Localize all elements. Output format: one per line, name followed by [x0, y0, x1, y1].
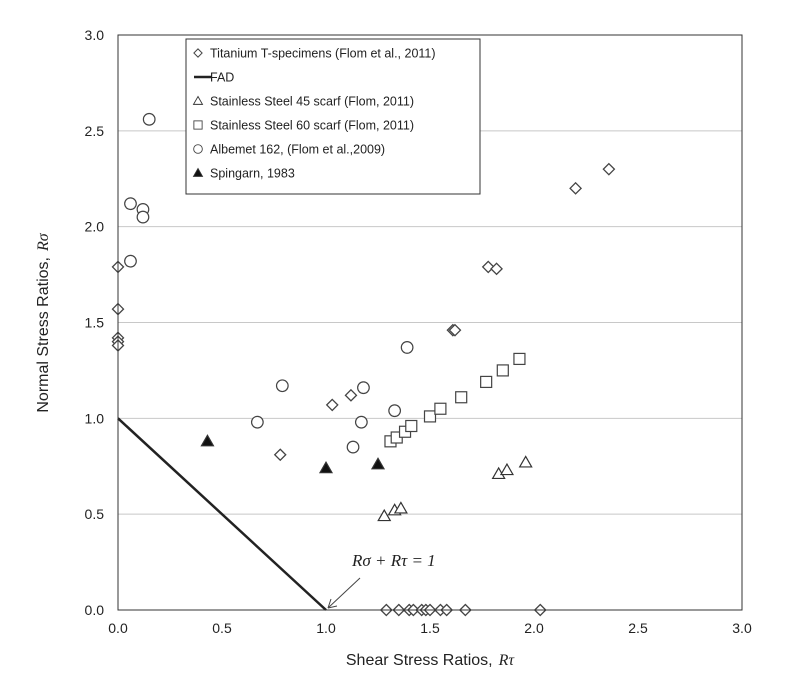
fad-line — [117, 417, 327, 611]
data-point-circle-open — [124, 254, 137, 268]
legend-item: FAD — [194, 71, 234, 85]
legend-item: Stainless Steel 45 scarf (Flom, 2011) — [192, 95, 414, 109]
series-square-open — [384, 352, 526, 448]
legend: Titanium T-specimens (Flom et al., 2011)… — [185, 38, 481, 195]
x-tick-label: 0.0 — [108, 620, 128, 636]
legend-marker-triangle-open — [192, 95, 204, 105]
legend-label: Stainless Steel 45 scarf (Flom, 2011) — [210, 95, 414, 109]
y-axis-label: Normal Stress Ratios, — [35, 257, 52, 413]
y-tick-labels: 0.0 0.5 1.0 1.5 2.0 2.5 3.0 — [85, 27, 105, 618]
data-point-circle-open — [354, 415, 368, 429]
data-point-circle-open — [142, 112, 156, 126]
data-point-diamond-open — [490, 262, 503, 276]
annotation-text: Rσ + Rτ = 1 — [351, 551, 436, 570]
x-tick-label: 2.5 — [628, 620, 648, 636]
data-point-square-open — [496, 364, 509, 377]
fad-layer — [117, 417, 327, 611]
legend-marker-triangle-filled — [192, 167, 204, 177]
legend-marker-square-open — [193, 120, 203, 130]
y-tick-label: 0.0 — [85, 602, 105, 618]
data-point-circle-open — [388, 404, 402, 418]
legend-item: Albemet 162, (Flom et al.,2009) — [193, 143, 385, 157]
legend-swatch — [193, 144, 203, 154]
legend-label: Spingarn, 1983 — [210, 167, 295, 181]
x-tick-label: 3.0 — [732, 620, 752, 636]
y-tick-label: 2.0 — [85, 219, 105, 235]
data-point-triangle-open — [499, 462, 514, 476]
data-point-diamond-open — [448, 323, 462, 337]
y-tick-label: 2.5 — [85, 123, 105, 139]
legend-swatch — [193, 120, 203, 130]
annotation-arrow-head — [327, 598, 338, 609]
x-tick-labels: 0.0 0.5 1.0 1.5 2.0 2.5 3.0 — [108, 620, 752, 636]
series-triangle-open — [377, 455, 533, 522]
series-triangle-filled — [200, 434, 386, 474]
data-point-triangle-open — [518, 455, 533, 468]
data-point-circle-open — [136, 210, 150, 224]
x-tick-label: 1.5 — [420, 620, 440, 636]
series-circle-open — [124, 112, 414, 454]
data-point-diamond-open — [273, 448, 287, 462]
data-point-diamond-open — [325, 398, 339, 412]
legend-marker-circle-open — [193, 144, 203, 154]
legend-box — [185, 38, 481, 195]
plot-frame — [117, 34, 743, 611]
data-point-square-open — [455, 391, 468, 404]
legend-label: FAD — [210, 71, 234, 85]
data-point-square-open — [513, 352, 526, 366]
data-point-triangle-filled — [370, 457, 386, 470]
x-axis-symbol: Rτ — [498, 652, 516, 669]
legend-item: Titanium T-specimens (Flom et al., 2011) — [193, 47, 436, 61]
data-point-square-open — [480, 375, 493, 389]
legend-item: Stainless Steel 60 scarf (Flom, 2011) — [193, 119, 414, 133]
data-point-diamond-open — [344, 388, 358, 402]
data-point-triangle-filled — [200, 434, 215, 447]
legend-marker-diamond-open — [193, 48, 203, 58]
data-point-diamond-open — [569, 181, 583, 195]
legend-swatch — [192, 167, 204, 177]
y-axis-symbol: Rσ — [35, 232, 52, 252]
x-tick-label: 0.5 — [212, 620, 232, 636]
annotation-arrow-line — [327, 577, 361, 609]
y-tick-label: 1.0 — [85, 410, 105, 426]
data-point-circle-open — [357, 381, 370, 395]
legend-swatch — [192, 95, 204, 105]
y-tick-label: 0.5 — [85, 506, 105, 522]
legend-label: Stainless Steel 60 scarf (Flom, 2011) — [210, 119, 414, 133]
data-point-square-open — [434, 402, 447, 415]
data-point-square-open — [423, 410, 437, 423]
legend-label: Albemet 162, (Flom et al.,2009) — [210, 143, 385, 157]
data-point-square-open — [405, 419, 418, 433]
data-point-diamond-open — [602, 162, 616, 176]
data-point-circle-open — [346, 440, 360, 454]
y-tick-label: 1.5 — [85, 315, 105, 331]
data-point-circle-open — [250, 415, 264, 429]
legend-swatch — [193, 48, 203, 58]
equation-annotation: Rσ + Rτ = 1 — [327, 551, 436, 609]
data-point-circle-open — [124, 197, 137, 211]
data-point-circle-open — [275, 379, 289, 393]
x-axis-title: Shear Stress Ratios, Rτ — [346, 652, 516, 669]
legend-label: Titanium T-specimens (Flom et al., 2011) — [210, 47, 436, 61]
data-point-triangle-open — [393, 501, 408, 514]
y-tick-label: 3.0 — [85, 27, 105, 43]
y-axis-title: Normal Stress Ratios, Rσ — [35, 232, 52, 412]
data-point-triangle-filled — [318, 460, 334, 474]
legend-item: Spingarn, 1983 — [192, 167, 295, 181]
data-points — [111, 112, 616, 617]
x-axis-label: Shear Stress Ratios, — [346, 652, 493, 669]
data-point-triangle-open — [377, 508, 392, 522]
x-tick-label: 2.0 — [524, 620, 544, 636]
data-point-circle-open — [400, 341, 414, 354]
x-tick-label: 1.0 — [316, 620, 336, 636]
